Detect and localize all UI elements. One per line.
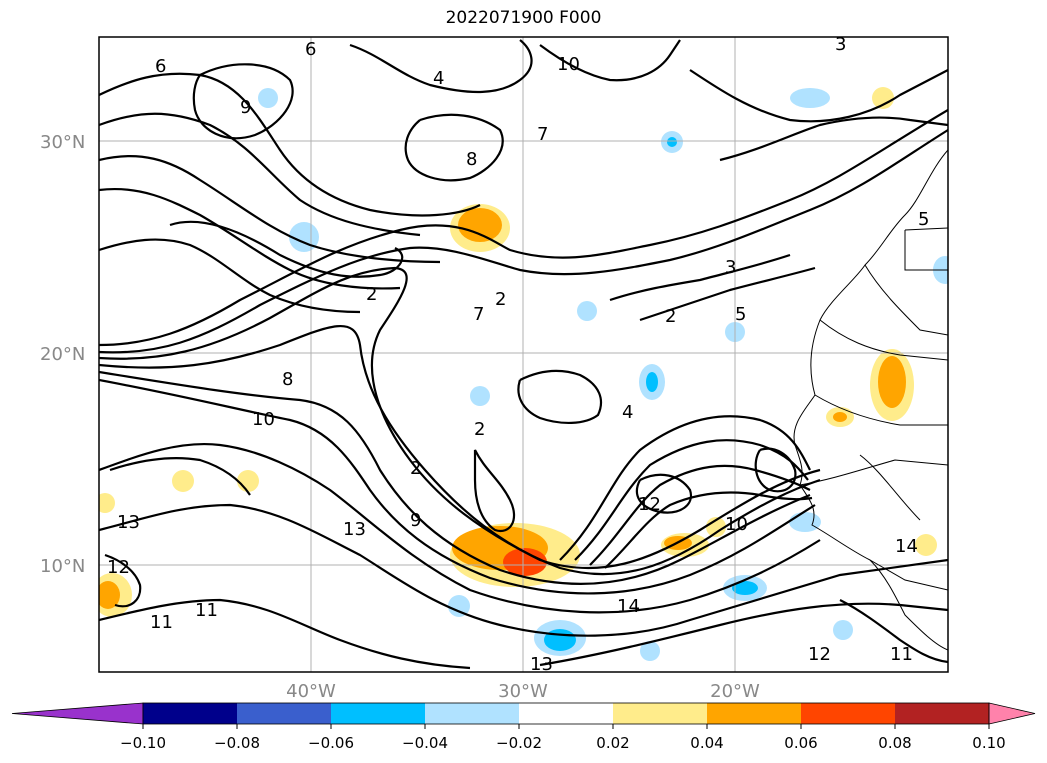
contour-label: 12	[107, 557, 130, 578]
contour-label: 4	[622, 402, 633, 423]
contour-label: 12	[808, 644, 831, 665]
lon-label-20w: 20°W	[710, 681, 760, 702]
colorbar: −0.10 −0.08 −0.06 −0.04 −0.02 0.02 0.04 0.06 0.0…	[11, 702, 1036, 752]
contour-label: 4	[433, 68, 444, 89]
contour-label: 3	[835, 34, 846, 55]
lat-label-30n: 30°N	[40, 132, 85, 153]
contour-label: 7	[473, 304, 484, 325]
contour-label: 5	[918, 209, 929, 230]
contour-label: 2	[665, 306, 676, 327]
contour-label: 10	[725, 514, 748, 535]
colorbar-extend-low	[11, 702, 144, 725]
contour-label: 6	[305, 39, 316, 60]
colorbar-tick-label: 0.10	[972, 734, 1005, 752]
contour-label: 2	[410, 458, 421, 479]
contour-label: 2	[474, 419, 485, 440]
colorbar-tick-label: 0.04	[690, 734, 723, 752]
contour-label: 5	[735, 304, 746, 325]
lat-label-20n: 20°N	[40, 344, 85, 365]
colorbar-segment	[331, 703, 426, 724]
colorbar-tick-label: 0.06	[784, 734, 817, 752]
colorbar-tick-label: −0.08	[214, 734, 260, 752]
contour-label: 8	[466, 149, 477, 170]
colorbar-segment	[895, 703, 990, 724]
colorbar-segment	[707, 703, 802, 724]
map-panel	[99, 37, 948, 672]
colorbar-segment	[425, 703, 520, 724]
latitude-labels: 30°N 20°N 10°N	[40, 132, 85, 577]
colorbar-tick-label: −0.02	[496, 734, 542, 752]
contour-label: 2	[366, 284, 377, 305]
contour-label: 14	[895, 536, 918, 557]
contour-label: 11	[195, 600, 218, 621]
contour-label: 12	[638, 494, 661, 515]
contour-label: 11	[890, 644, 913, 665]
contour-label: 13	[530, 654, 553, 675]
contour-label: 8	[282, 369, 293, 390]
contour-label: 13	[117, 512, 140, 533]
graticule	[99, 37, 948, 672]
contour-label: 10	[252, 409, 275, 430]
contour-label: 10	[557, 54, 580, 75]
map-frame	[98, 36, 949, 673]
colorbar-tick-label: −0.10	[120, 734, 166, 752]
colorbar-segment	[613, 703, 708, 724]
contour-label: 14	[617, 596, 640, 617]
colorbar-segment	[801, 703, 896, 724]
colorbar-extend-high	[988, 702, 1036, 725]
colorbar-tick-label: 0.08	[878, 734, 911, 752]
contour-label: 13	[343, 519, 366, 540]
colorbar-segment	[519, 703, 614, 724]
lat-label-10n: 10°N	[40, 556, 85, 577]
longitude-labels: 40°W 30°W 20°W	[286, 681, 760, 702]
colorbar-segment	[237, 703, 332, 724]
lon-label-40w: 40°W	[286, 681, 336, 702]
contour-label: 6	[155, 56, 166, 77]
contour-label: 7	[537, 124, 548, 145]
colorbar-tick-label: −0.06	[308, 734, 354, 752]
colorbar-tick-label: −0.04	[402, 734, 448, 752]
contour-label: 9	[410, 510, 421, 531]
lon-label-30w: 30°W	[498, 681, 548, 702]
contour-label: 3	[725, 257, 736, 278]
colorbar-segment	[143, 703, 238, 724]
contour-label: 9	[240, 97, 251, 118]
map-title: 2022071900 F000	[445, 8, 602, 28]
contour-label: 2	[495, 289, 506, 310]
contour-labels: 6 8 10 12 13 14 11 9 7 4 3 2 5 13 12 11 …	[107, 34, 929, 675]
colorbar-tick-label: 0.02	[596, 734, 629, 752]
contours	[99, 39, 948, 670]
contour-label: 11	[150, 612, 173, 633]
